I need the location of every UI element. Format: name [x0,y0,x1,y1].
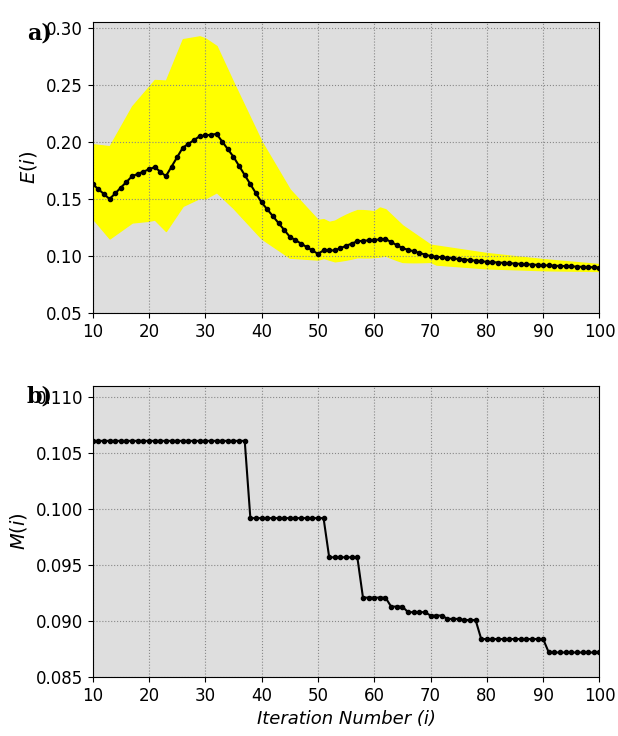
Text: b): b) [27,386,53,408]
X-axis label: Iteration Number (i): Iteration Number (i) [256,710,436,729]
Y-axis label: $E(i)$: $E(i)$ [18,151,39,184]
Y-axis label: $M(i)$: $M(i)$ [7,513,28,551]
Text: a): a) [27,22,52,44]
